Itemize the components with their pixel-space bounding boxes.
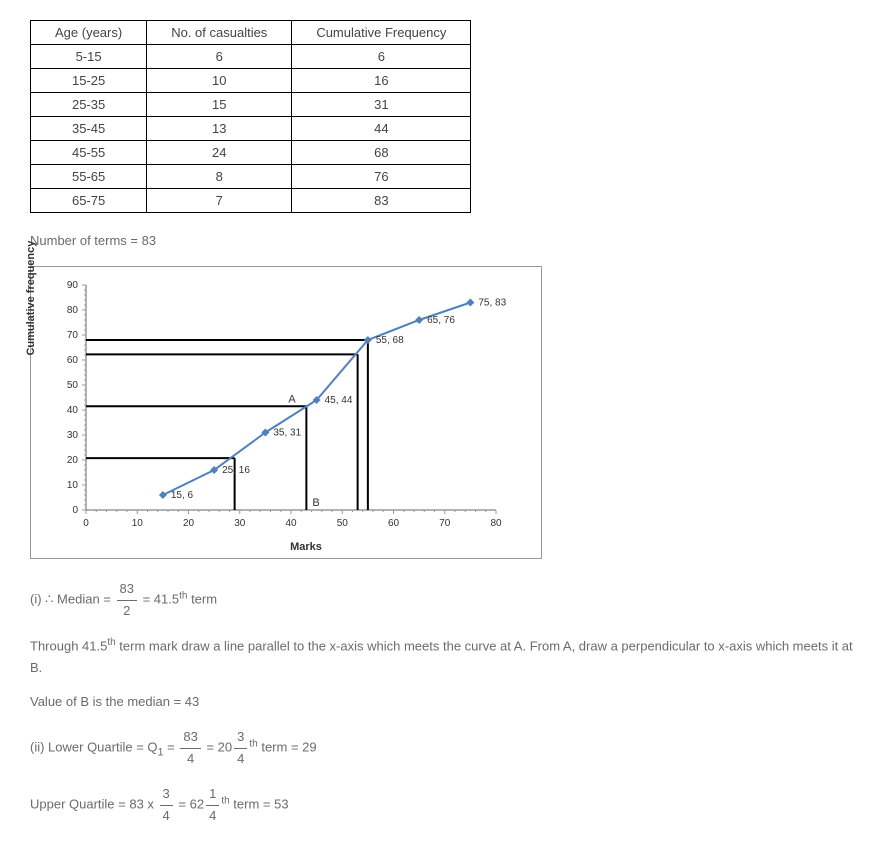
svg-text:45, 44: 45, 44 [325, 395, 353, 406]
table-header: Cumulative Frequency [292, 21, 471, 45]
table-header: No. of casualties [147, 21, 292, 45]
y-axis-label: Cumulative frequency [25, 240, 37, 355]
svg-text:B: B [312, 497, 319, 509]
chart-svg: 0 10 20 30 40 50 60 70 80 90 0 10 20 30 40 50 60 70 80 A B 15… [41, 277, 511, 537]
table-row: 35-451344 [31, 117, 471, 141]
svg-text:40: 40 [285, 518, 297, 529]
svg-text:20: 20 [67, 455, 79, 466]
svg-text:80: 80 [490, 518, 502, 529]
fraction: 3 4 [234, 727, 247, 770]
table-cell: 24 [147, 141, 292, 165]
svg-text:60: 60 [67, 355, 79, 366]
terms-count: Number of terms = 83 [30, 231, 861, 252]
svg-text:35, 31: 35, 31 [273, 427, 301, 438]
x-axis-label: Marks [81, 541, 531, 553]
fraction: 83 2 [117, 579, 137, 622]
table-cell: 68 [292, 141, 471, 165]
svg-text:10: 10 [67, 480, 79, 491]
svg-text:A: A [288, 393, 296, 405]
table-cell: 44 [292, 117, 471, 141]
svg-text:90: 90 [67, 280, 79, 291]
fraction: 83 4 [180, 727, 200, 770]
table-cell: 8 [147, 165, 292, 189]
table-row: 55-65876 [31, 165, 471, 189]
svg-text:65, 76: 65, 76 [427, 315, 455, 326]
table-row: 5-1566 [31, 45, 471, 69]
svg-text:25, 16: 25, 16 [222, 465, 250, 476]
table-cell: 13 [147, 117, 292, 141]
fraction: 1 4 [206, 784, 219, 827]
table-cell: 5-15 [31, 45, 147, 69]
table-cell: 65-75 [31, 189, 147, 213]
table-cell: 15 [147, 93, 292, 117]
table-cell: 31 [292, 93, 471, 117]
svg-text:40: 40 [67, 405, 79, 416]
table-cell: 25-35 [31, 93, 147, 117]
table-cell: 15-25 [31, 69, 147, 93]
median-line: (i) ∴ Median = 83 2 = 41.5th term [30, 579, 861, 622]
frequency-table: Age (years)No. of casualtiesCumulative F… [30, 20, 471, 213]
svg-text:0: 0 [72, 505, 78, 516]
fraction: 3 4 [160, 784, 173, 827]
svg-text:30: 30 [67, 430, 79, 441]
table-cell: 6 [147, 45, 292, 69]
svg-text:60: 60 [388, 518, 400, 529]
table-cell: 83 [292, 189, 471, 213]
table-row: 25-351531 [31, 93, 471, 117]
table-cell: 16 [292, 69, 471, 93]
table-cell: 76 [292, 165, 471, 189]
svg-text:30: 30 [234, 518, 246, 529]
svg-text:0: 0 [83, 518, 89, 529]
table-cell: 10 [147, 69, 292, 93]
table-row: 15-251016 [31, 69, 471, 93]
table-header: Age (years) [31, 21, 147, 45]
table-cell: 45-55 [31, 141, 147, 165]
table-cell: 6 [292, 45, 471, 69]
svg-text:55, 68: 55, 68 [376, 335, 404, 346]
table-row: 65-75783 [31, 189, 471, 213]
svg-text:50: 50 [67, 380, 79, 391]
lower-quartile-line: (ii) Lower Quartile = Q1 = 83 4 = 20 3 4… [30, 727, 861, 770]
upper-quartile-line: Upper Quartile = 83 x 3 4 = 62 1 4 th te… [30, 784, 861, 827]
svg-text:50: 50 [337, 518, 349, 529]
svg-text:70: 70 [67, 330, 79, 341]
ogive-chart: Cumulative frequency 0102030405060708090… [30, 266, 542, 559]
table-row: 45-552468 [31, 141, 471, 165]
svg-text:10: 10 [132, 518, 144, 529]
table-cell: 55-65 [31, 165, 147, 189]
value-b-line: Value of B is the median = 43 [30, 692, 861, 713]
svg-text:75, 83: 75, 83 [478, 297, 506, 308]
svg-text:70: 70 [439, 518, 451, 529]
table-cell: 7 [147, 189, 292, 213]
svg-text:20: 20 [183, 518, 195, 529]
svg-text:15, 6: 15, 6 [171, 490, 194, 501]
description-line: Through 41.5th term mark draw a line par… [30, 635, 861, 678]
svg-text:80: 80 [67, 305, 79, 316]
table-cell: 35-45 [31, 117, 147, 141]
